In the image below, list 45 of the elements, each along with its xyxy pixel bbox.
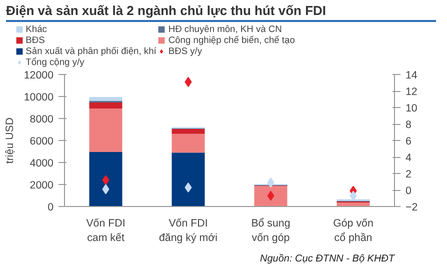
y-tick-label: 8000 [30,114,54,126]
point [350,190,357,201]
point [184,182,192,193]
text: Nguồn: Cục ĐTNN - Bộ KHĐT [260,254,396,264]
y2-tick-label: 12 [406,86,418,98]
legend-label: BĐS [26,35,45,45]
legend-label: Khác [26,24,47,34]
y2-tick-label: 14 [406,70,418,82]
y-tick-label: 0 [48,202,54,214]
legend-label: HĐ chuyên môn, KH và CN [168,24,282,34]
x-tick-label: Vốn FDI đăng ký mới [158,218,218,244]
point [102,184,110,194]
y2-tick-label: 2 [406,168,412,180]
legend-label: Sản xuất và phân phối điện, khí [26,46,156,56]
legend-label: Công nghiệp chế biến, chế tạo [168,35,295,45]
chart-title: Điện và sản xuất là 2 ngành chủ lực thu hút vốn FDI [6,2,326,20]
x-tick-label: Góp vốn cổ phần [333,218,374,244]
bar [172,152,205,206]
y2-tick-label: 10 [406,102,418,114]
bar [336,202,370,206]
bar [89,97,122,101]
y-tick-label: 10000 [24,92,54,104]
y-tick-label: 12000 [24,70,54,82]
x-tick-label: Vốn FDI cam kết [86,218,126,244]
y2-tick-label: 6 [406,136,412,148]
y-tick-label: 4000 [30,158,54,170]
y2-tick-label: −2 [406,202,418,214]
legend-label: Tổng cộng y/y [26,57,84,67]
point [102,175,110,186]
x-tick-label: Bổ sung vốn góp [251,218,290,244]
legend-label: BĐS y/y [168,46,202,56]
y2-tick-label: 0 [406,185,412,197]
bar [89,108,122,152]
bar [254,186,288,206]
y-tick-label: 6000 [30,136,54,148]
bar [89,152,122,206]
point [267,178,274,188]
bar [172,134,205,153]
bar [172,128,205,134]
bar [89,102,122,109]
y-axis-title: triệu USD [4,117,16,164]
y2-tick-label: 8 [406,119,412,131]
point [184,76,192,87]
y-tick-label: 2000 [30,180,54,192]
y2-tick-label: 4 [406,152,412,164]
